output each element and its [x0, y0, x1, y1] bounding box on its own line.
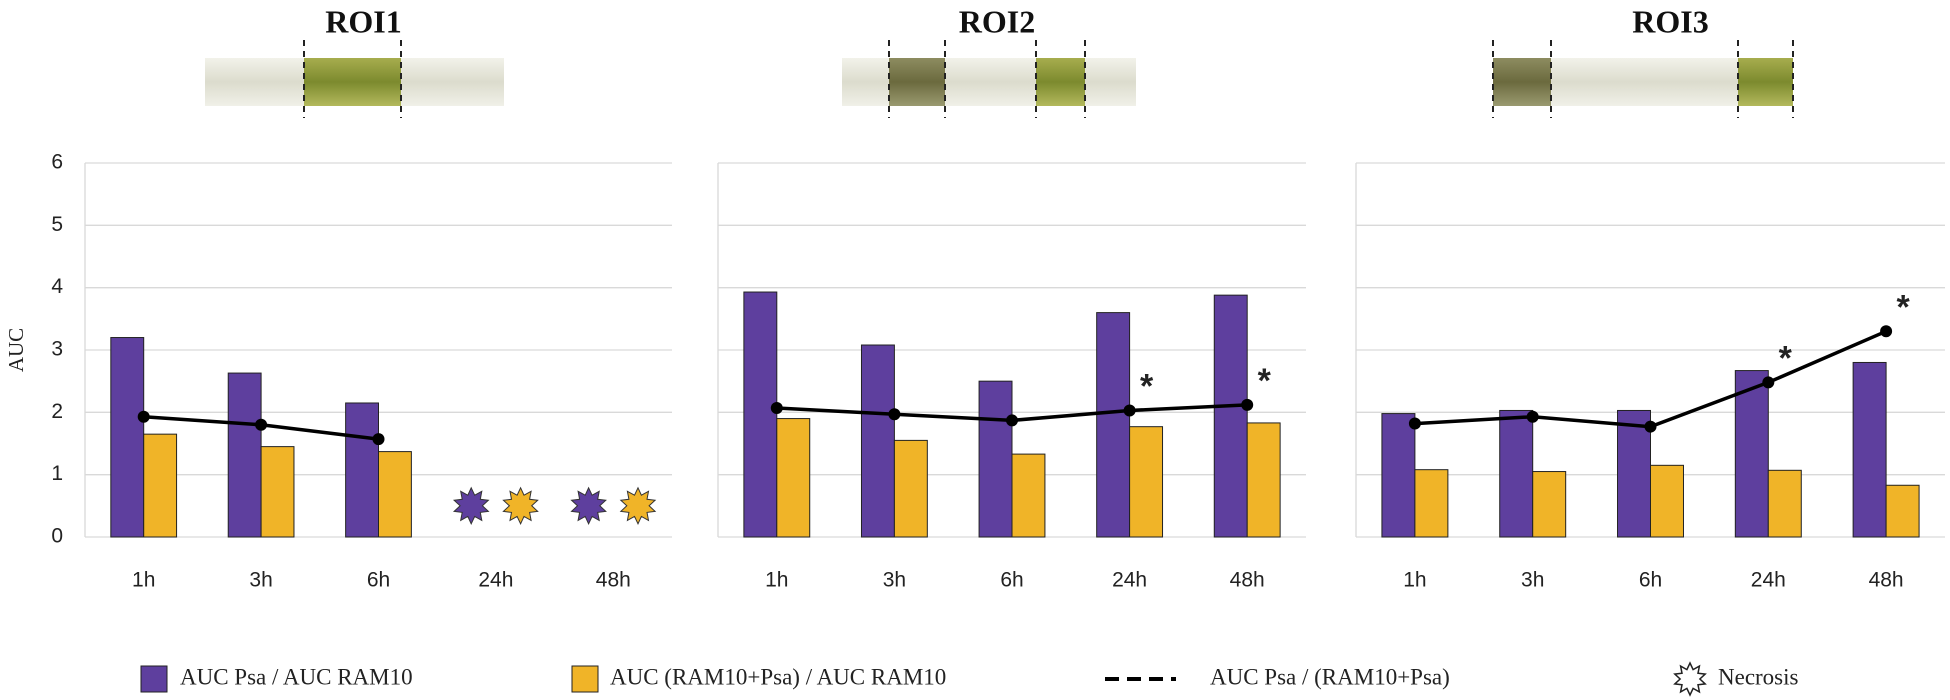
y-tick-label: 3	[51, 338, 63, 361]
bar	[1532, 471, 1567, 538]
panel-title: ROI3	[1632, 3, 1708, 39]
bar	[1734, 370, 1769, 538]
legend-label: AUC Psa / AUC RAM10	[180, 664, 413, 689]
ratio-point	[372, 433, 385, 446]
bar	[345, 402, 379, 538]
stem-image	[842, 58, 1136, 106]
ratio-point	[888, 408, 901, 421]
stem-region	[1493, 58, 1551, 106]
legend-swatch	[571, 665, 599, 693]
bar	[1381, 413, 1416, 538]
y-tick-label: 1	[51, 462, 63, 485]
significance-mark: *	[1258, 362, 1272, 400]
legend-swatch	[1673, 661, 1707, 697]
bar	[110, 337, 145, 538]
significance-mark: *	[1140, 367, 1154, 405]
bar	[893, 439, 928, 538]
stem-region	[304, 58, 401, 106]
x-tick-label: 1h	[1403, 569, 1426, 592]
necrosis-marker	[502, 486, 539, 525]
bar	[1852, 361, 1887, 538]
bar	[1767, 469, 1802, 538]
x-tick-label: 24h	[1112, 569, 1147, 592]
bar	[860, 344, 895, 538]
bar	[1096, 312, 1131, 538]
bar	[1213, 294, 1248, 538]
x-tick-label: 48h	[1230, 569, 1265, 592]
y-tick-label: 2	[51, 400, 63, 423]
ratio-point	[1408, 417, 1421, 430]
x-tick-label: 24h	[1751, 569, 1786, 592]
legend-label: AUC Psa / (RAM10+Psa)	[1210, 664, 1450, 689]
significance-mark: *	[1896, 288, 1910, 326]
stem-region	[1036, 58, 1085, 106]
ratio-point	[255, 418, 268, 431]
x-tick-label: 48h	[1869, 569, 1904, 592]
ratio-point	[137, 410, 150, 423]
x-tick-label: 6h	[1000, 569, 1023, 592]
necrosis-marker	[452, 486, 490, 525]
bar	[1885, 484, 1920, 538]
legend-swatch	[140, 665, 168, 693]
significance-mark: *	[1779, 339, 1793, 377]
stem-images	[205, 40, 1794, 118]
bar	[743, 291, 778, 538]
ratio-point	[1880, 325, 1893, 338]
x-tick-label: 48h	[596, 569, 631, 592]
y-tick-label: 0	[51, 525, 63, 548]
bar	[1499, 409, 1534, 538]
y-tick-label: 5	[51, 213, 63, 236]
stem-region	[889, 58, 945, 106]
bar	[378, 451, 412, 538]
y-tick-label: 6	[51, 151, 63, 174]
bar	[978, 380, 1013, 538]
x-tick-label: 6h	[1639, 569, 1662, 592]
x-tick-label: 24h	[478, 569, 513, 592]
x-tick-label: 3h	[1521, 569, 1544, 592]
y-axis-label: AUC	[4, 328, 28, 372]
bar	[260, 446, 295, 538]
ratio-point	[1006, 414, 1018, 427]
bar	[776, 418, 811, 538]
bar	[227, 372, 262, 538]
panel-title: ROI2	[959, 3, 1035, 39]
bar	[1414, 469, 1449, 538]
y-tick-label: 4	[51, 275, 63, 298]
ratio-point	[1526, 410, 1539, 423]
x-tick-label: 3h	[883, 569, 906, 592]
ratio-point	[1644, 420, 1657, 433]
ratio-point	[1241, 398, 1254, 411]
x-tick-label: 1h	[132, 569, 155, 592]
legend-label: AUC (RAM10+Psa) / AUC RAM10	[610, 664, 946, 689]
bar	[1650, 464, 1684, 538]
necrosis-marker	[619, 486, 657, 525]
legend-label: Necrosis	[1718, 664, 1799, 689]
bar	[1129, 426, 1164, 538]
panel-title: ROI1	[325, 3, 401, 39]
x-tick-label: 1h	[765, 569, 788, 592]
bar	[1011, 453, 1046, 538]
x-tick-label: 6h	[367, 569, 390, 592]
ratio-point	[1762, 376, 1775, 389]
bar	[143, 433, 178, 538]
bar	[1246, 422, 1281, 538]
x-tick-label: 3h	[249, 569, 272, 592]
stem-region	[1738, 58, 1793, 106]
ratio-point	[770, 401, 783, 414]
ratio-point	[1123, 404, 1136, 417]
bar	[1617, 409, 1651, 538]
necrosis-marker	[570, 486, 607, 525]
